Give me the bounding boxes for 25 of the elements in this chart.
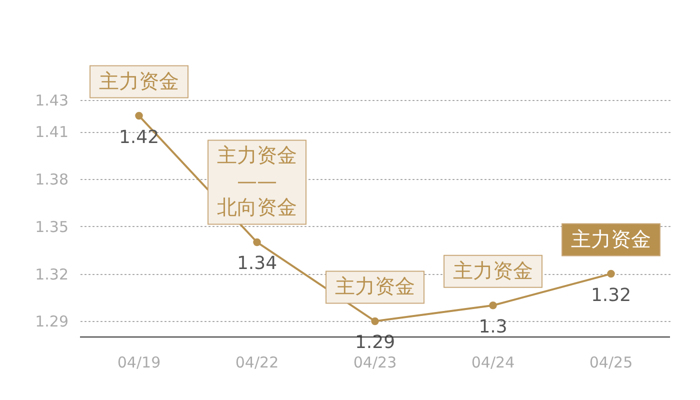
x-tick-label: 04/24 — [471, 354, 515, 372]
annotation: 主力资金 — [453, 258, 533, 282]
data-label: 1.42 — [118, 126, 160, 148]
point — [371, 317, 379, 326]
y-tick-label: 1.29 — [35, 312, 68, 331]
x-tick-label: 04/19 — [117, 354, 161, 372]
data-label: 1.32 — [590, 284, 632, 306]
x-tick-label: 04/22 — [235, 354, 279, 372]
point — [607, 270, 615, 278]
y-tick-label: 1.43 — [35, 92, 68, 110]
y-tick-label: 1.41 — [35, 123, 68, 142]
x-tick-label: 04/25 — [589, 354, 633, 372]
point — [489, 302, 497, 310]
annotation: 主力资金 —— 北向资金 — [217, 143, 297, 220]
annotation: 主力资金 — [571, 226, 651, 251]
annotation: 主力资金 — [99, 68, 179, 93]
y-tick-label: 1.38 — [35, 170, 68, 188]
point — [253, 238, 261, 246]
annotation: 主力资金 — [335, 274, 415, 298]
y-tick-label: 1.32 — [35, 265, 68, 284]
y-tick-label: 1.35 — [35, 218, 68, 236]
point — [135, 112, 143, 120]
data-label: 1.34 — [236, 253, 278, 274]
x-tick-label: 04/23 — [353, 354, 397, 372]
data-label: 1.3 — [478, 316, 508, 338]
